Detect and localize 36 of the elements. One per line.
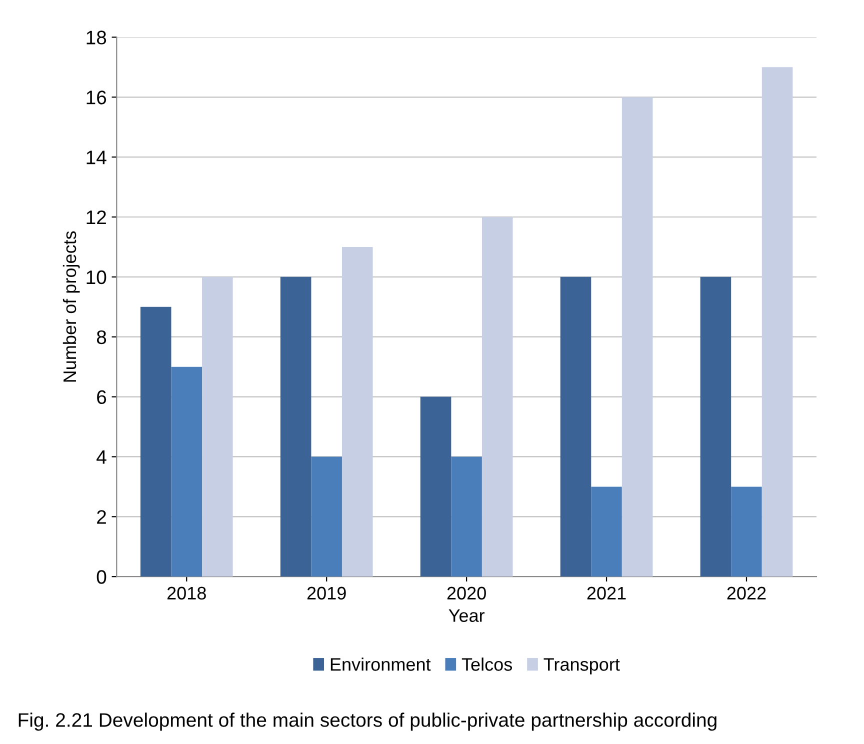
y-tick-label: 12 (86, 210, 106, 224)
bar (140, 306, 172, 577)
bar (280, 276, 312, 577)
y-tick-label: 0 (96, 570, 106, 584)
legend-label: Transport (544, 658, 620, 674)
bar (342, 246, 373, 577)
x-tick-label: 2021 (587, 586, 626, 600)
bar (482, 217, 513, 577)
y-tick-label: 14 (86, 150, 106, 164)
y-tick-label: 2 (97, 510, 106, 524)
y-tick-label: 8 (96, 330, 106, 344)
bar (202, 276, 233, 577)
caption: Fig. 2.21 Development of the main sectors of public-private partnership according (18, 712, 716, 731)
y-tick-label: 6 (97, 390, 106, 404)
y-tick-label: 10 (86, 270, 106, 284)
bar (311, 456, 342, 577)
bar (731, 486, 762, 577)
bar (700, 276, 732, 577)
bar (591, 486, 622, 577)
bar (560, 276, 592, 577)
y-tick-label: 16 (86, 90, 106, 104)
y-tick-label: 4 (96, 450, 106, 464)
x-tick-label: 2019 (307, 586, 346, 600)
bar (762, 67, 793, 577)
bar (420, 396, 452, 577)
x-tick-label: 2018 (167, 586, 206, 600)
x-tick-label: 2020 (447, 586, 486, 600)
y-axis-title: Number of projects (62, 231, 80, 382)
bar (622, 97, 653, 577)
x-axis-title: Year (448, 609, 485, 622)
x-tick-label: 2022 (727, 586, 766, 600)
bar (451, 456, 482, 577)
legend-label: Telcos (462, 658, 512, 671)
bar (171, 366, 202, 577)
y-tick-label: 18 (86, 30, 106, 44)
legend-label: Environment (330, 658, 431, 671)
